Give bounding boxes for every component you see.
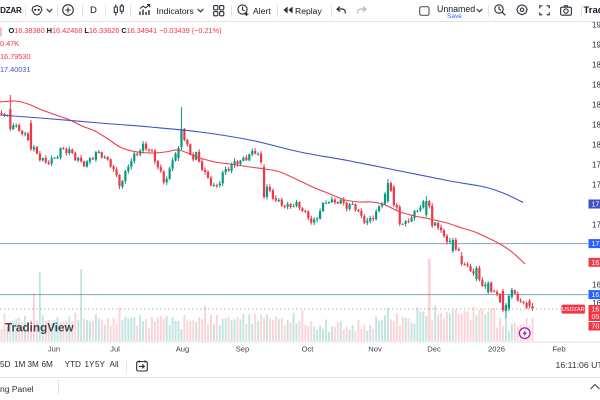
svg-text:19.2: 19.2 [592,22,600,29]
svg-text:17.6: 17.6 [592,180,600,189]
svg-text:18.6: 18.6 [592,80,600,89]
svg-text:16.6: 16.6 [592,280,600,289]
svg-text:17.8: 17.8 [592,160,600,169]
svg-text:Aug: Aug [176,345,190,354]
svg-text:16.34: 16.34 [592,306,600,313]
svg-text:Feb: Feb [552,345,565,354]
svg-text:Jun: Jun [48,345,60,354]
svg-text:USDZAR: USDZAR [562,307,585,313]
svg-text:17.2: 17.2 [592,220,600,229]
svg-text:19.0: 19.0 [592,40,600,49]
svg-text:16.50: 16.50 [592,292,600,299]
svg-text:Jul: Jul [110,345,120,354]
svg-text:18.0: 18.0 [592,140,600,149]
svg-text:Oct: Oct [302,345,315,354]
svg-text:Nov: Nov [368,345,382,354]
svg-text:18.4: 18.4 [592,100,600,109]
svg-text:17.40: 17.40 [592,202,600,209]
svg-text:18.2: 18.2 [592,120,600,129]
svg-text:2026: 2026 [488,345,505,354]
svg-text:TradingView: TradingView [5,321,75,334]
svg-text:17.00: 17.00 [592,241,600,248]
svg-text:16.4: 16.4 [592,299,600,308]
svg-text:18.8: 18.8 [592,60,600,69]
svg-text:16.79: 16.79 [592,260,600,267]
svg-text:Dec: Dec [427,345,441,354]
svg-text:70.2: 70.2 [592,324,600,331]
svg-text:05:48: 05:48 [592,314,600,321]
svg-text:Sep: Sep [236,345,250,354]
